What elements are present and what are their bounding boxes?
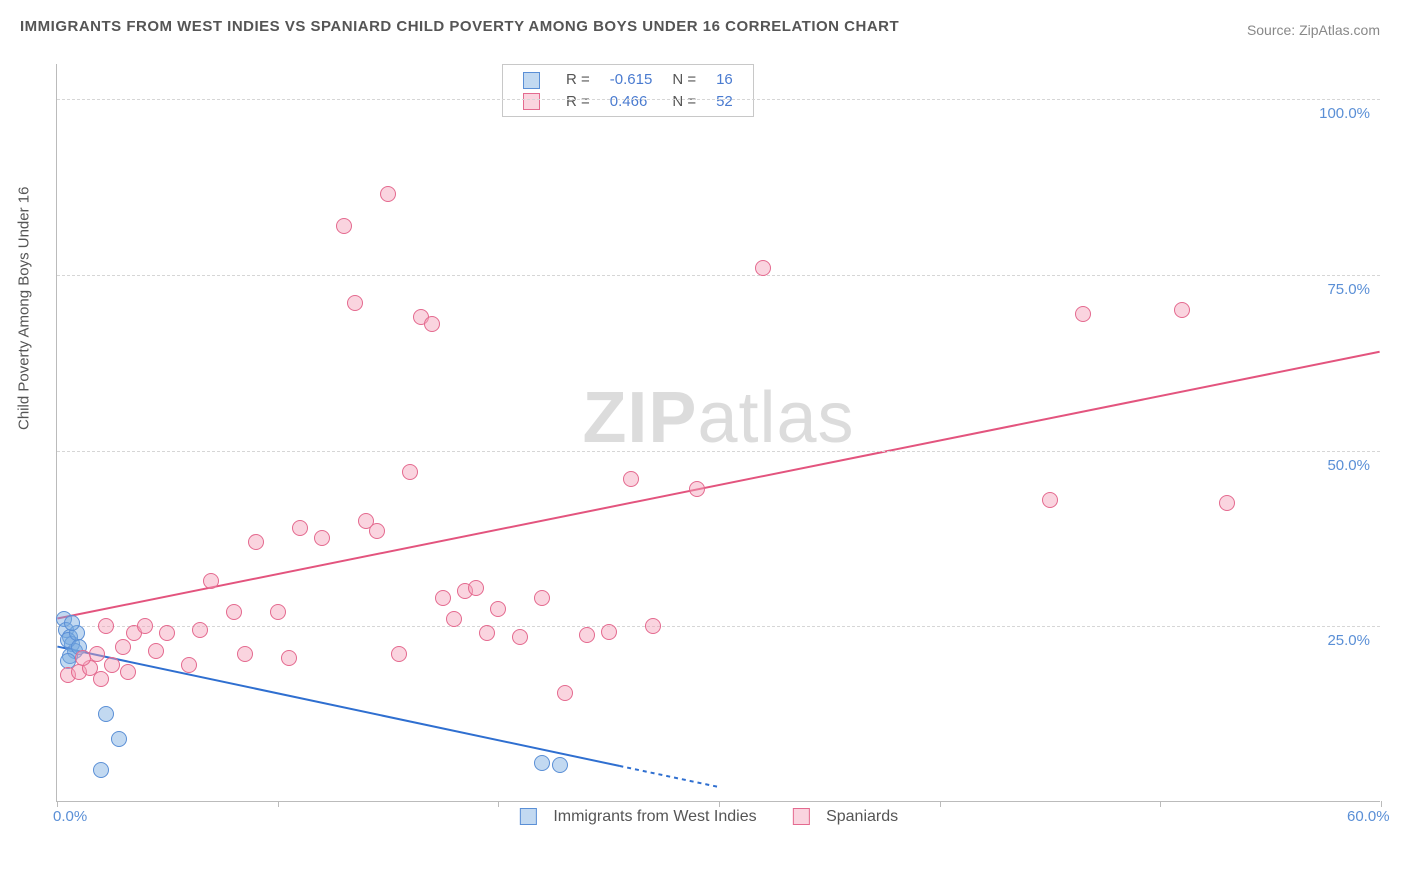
corr-legend-row-spaniards: R =0.466N =52 xyxy=(513,91,743,113)
corr-n-label: N = xyxy=(662,91,706,113)
legend-swatch-west_indies xyxy=(523,72,540,89)
y-tick-label: 75.0% xyxy=(1327,281,1370,298)
grid-line xyxy=(57,99,1380,100)
y-tick-label: 25.0% xyxy=(1327,632,1370,649)
y-tick-label: 100.0% xyxy=(1319,105,1370,122)
data-point-spaniards xyxy=(446,611,462,627)
data-point-spaniards xyxy=(402,464,418,480)
chart-title: IMMIGRANTS FROM WEST INDIES VS SPANIARD … xyxy=(20,18,899,35)
x-tick xyxy=(278,801,279,807)
data-point-spaniards xyxy=(512,629,528,645)
watermark-bold: ZIP xyxy=(582,378,697,458)
x-tick xyxy=(57,801,58,807)
data-point-spaniards xyxy=(1075,306,1091,322)
data-point-spaniards xyxy=(689,481,705,497)
data-point-spaniards xyxy=(490,601,506,617)
data-point-spaniards xyxy=(479,625,495,641)
corr-n-value: 16 xyxy=(706,69,743,91)
data-point-spaniards xyxy=(314,530,330,546)
corr-r-value: -0.615 xyxy=(600,69,663,91)
data-point-spaniards xyxy=(120,664,136,680)
scatter-plot-area: ZIPatlas R =-0.615N =16R =0.466N =52 25.… xyxy=(56,64,1380,802)
y-tick-label: 50.0% xyxy=(1327,457,1370,474)
corr-legend-row-west_indies: R =-0.615N =16 xyxy=(513,69,743,91)
data-point-west_indies xyxy=(534,755,550,771)
data-point-west_indies xyxy=(552,757,568,773)
data-point-spaniards xyxy=(755,260,771,276)
data-point-spaniards xyxy=(292,520,308,536)
data-point-spaniards xyxy=(181,657,197,673)
x-tick xyxy=(498,801,499,807)
data-point-spaniards xyxy=(248,534,264,550)
data-point-west_indies xyxy=(98,706,114,722)
data-point-spaniards xyxy=(203,573,219,589)
source-attribution: Source: ZipAtlas.com xyxy=(1247,22,1380,38)
grid-line xyxy=(57,451,1380,452)
data-point-spaniards xyxy=(623,471,639,487)
trend-line-west_indies xyxy=(57,647,619,766)
data-point-spaniards xyxy=(424,316,440,332)
series-legend-item-west_indies: Immigrants from West Indies xyxy=(508,808,757,825)
watermark-light: atlas xyxy=(697,378,854,458)
corr-r-label: R = xyxy=(556,91,600,113)
data-point-spaniards xyxy=(115,639,131,655)
data-point-west_indies xyxy=(93,762,109,778)
series-legend-item-spaniards: Spaniards xyxy=(781,808,899,825)
data-point-spaniards xyxy=(89,646,105,662)
data-point-spaniards xyxy=(380,186,396,202)
data-point-spaniards xyxy=(148,643,164,659)
watermark: ZIPatlas xyxy=(582,377,854,459)
data-point-spaniards xyxy=(557,685,573,701)
trend-line-west_indies-dashed xyxy=(619,766,718,787)
legend-swatch-spaniards xyxy=(523,93,540,110)
data-point-west_indies xyxy=(64,615,80,631)
corr-r-label: R = xyxy=(556,69,600,91)
data-point-spaniards xyxy=(226,604,242,620)
x-tick xyxy=(1160,801,1161,807)
data-point-spaniards xyxy=(93,671,109,687)
correlation-legend: R =-0.615N =16R =0.466N =52 xyxy=(502,64,754,117)
grid-line xyxy=(57,626,1380,627)
legend-swatch-west_indies xyxy=(520,808,537,825)
data-point-spaniards xyxy=(159,625,175,641)
series-legend: Immigrants from West Indies Spaniards xyxy=(496,808,910,826)
x-tick xyxy=(1381,801,1382,807)
data-point-spaniards xyxy=(369,523,385,539)
data-point-west_indies xyxy=(111,731,127,747)
data-point-spaniards xyxy=(391,646,407,662)
grid-line xyxy=(57,275,1380,276)
corr-n-value: 52 xyxy=(706,91,743,113)
data-point-spaniards xyxy=(98,618,114,634)
x-tick xyxy=(940,801,941,807)
data-point-spaniards xyxy=(192,622,208,638)
data-point-spaniards xyxy=(281,650,297,666)
data-point-spaniards xyxy=(601,624,617,640)
corr-n-label: N = xyxy=(662,69,706,91)
data-point-spaniards xyxy=(347,295,363,311)
data-point-spaniards xyxy=(579,627,595,643)
data-point-spaniards xyxy=(270,604,286,620)
data-point-spaniards xyxy=(237,646,253,662)
legend-swatch-spaniards xyxy=(793,808,810,825)
data-point-spaniards xyxy=(534,590,550,606)
data-point-spaniards xyxy=(645,618,661,634)
corr-r-value: 0.466 xyxy=(600,91,663,113)
y-axis-title: Child Poverty Among Boys Under 16 xyxy=(16,187,33,430)
x-tick xyxy=(719,801,720,807)
data-point-spaniards xyxy=(1219,495,1235,511)
data-point-spaniards xyxy=(1042,492,1058,508)
data-point-spaniards xyxy=(137,618,153,634)
data-point-spaniards xyxy=(1174,302,1190,318)
data-point-spaniards xyxy=(104,657,120,673)
data-point-spaniards xyxy=(336,218,352,234)
x-tick-label: 0.0% xyxy=(53,808,87,825)
data-point-spaniards xyxy=(435,590,451,606)
x-tick-label: 60.0% xyxy=(1347,808,1390,825)
data-point-spaniards xyxy=(468,580,484,596)
